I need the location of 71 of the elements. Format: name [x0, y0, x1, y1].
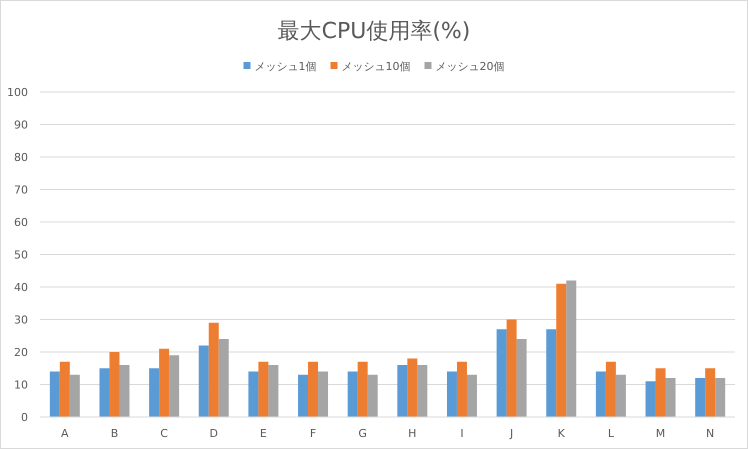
bar	[407, 358, 418, 417]
bar	[119, 365, 130, 417]
x-tick-label: D	[210, 427, 218, 440]
bar	[516, 339, 527, 417]
x-tick-label: H	[408, 427, 416, 440]
bar	[50, 372, 60, 417]
bar	[666, 378, 676, 417]
y-tick-label: 20	[14, 346, 28, 359]
x-tick-label: I	[460, 427, 464, 440]
x-tick-label: J	[508, 427, 514, 440]
bar	[268, 365, 278, 417]
bar	[456, 362, 467, 417]
bar	[109, 352, 120, 417]
y-tick-label: 0	[21, 411, 28, 424]
legend-label: メッシュ10個	[342, 60, 410, 73]
bar	[258, 362, 268, 417]
bar	[99, 368, 110, 417]
bar	[368, 374, 378, 417]
bar	[596, 372, 606, 417]
bar	[60, 362, 70, 417]
bar	[348, 372, 358, 417]
y-tick-label: 100	[7, 86, 28, 99]
bar	[298, 374, 308, 417]
bar	[70, 374, 80, 417]
bar	[358, 362, 368, 417]
bar	[566, 280, 576, 417]
bar	[417, 365, 428, 417]
bar	[149, 368, 160, 417]
bar	[715, 378, 726, 417]
bar	[198, 346, 209, 417]
x-tick-label: A	[61, 427, 70, 440]
y-tick-label: 40	[14, 281, 28, 294]
bar	[446, 372, 457, 417]
bar	[556, 284, 566, 417]
x-tick-label: B	[110, 427, 118, 440]
bar	[616, 374, 626, 417]
bar	[705, 368, 716, 417]
legend-label: メッシュ1個	[254, 60, 316, 73]
bar	[169, 355, 180, 417]
x-tick-label: K	[558, 427, 566, 440]
bar	[606, 362, 616, 417]
y-tick-label: 50	[14, 248, 28, 262]
bar	[466, 374, 477, 417]
bar	[308, 362, 318, 417]
y-tick-label: 10	[14, 378, 28, 392]
bar	[218, 339, 229, 417]
x-tick-label: L	[608, 427, 615, 440]
bar	[496, 329, 507, 417]
chart-title: 最大CPU使用率(%)	[278, 19, 470, 44]
y-tick-label: 70	[14, 184, 28, 196]
y-tick-label: 30	[14, 314, 28, 326]
bar	[318, 372, 328, 417]
y-tick-label: 60	[14, 216, 28, 229]
bar	[397, 365, 408, 417]
y-tick-label: 90	[14, 118, 28, 132]
y-tick-label: 80	[14, 151, 28, 164]
x-tick-label: E	[260, 427, 267, 440]
x-tick-label: F	[310, 427, 316, 440]
bar	[506, 320, 517, 417]
bar	[546, 329, 556, 417]
x-tick-label: N	[706, 427, 714, 440]
bar	[646, 381, 656, 417]
bar	[208, 322, 219, 417]
bar	[159, 348, 170, 417]
bar	[695, 378, 706, 417]
bar	[248, 372, 258, 417]
x-tick-label: C	[160, 427, 168, 440]
legend-label: メッシュ20個	[436, 60, 504, 73]
x-tick-label: G	[358, 427, 367, 440]
bar	[656, 368, 666, 417]
x-tick-label: M	[656, 427, 666, 440]
